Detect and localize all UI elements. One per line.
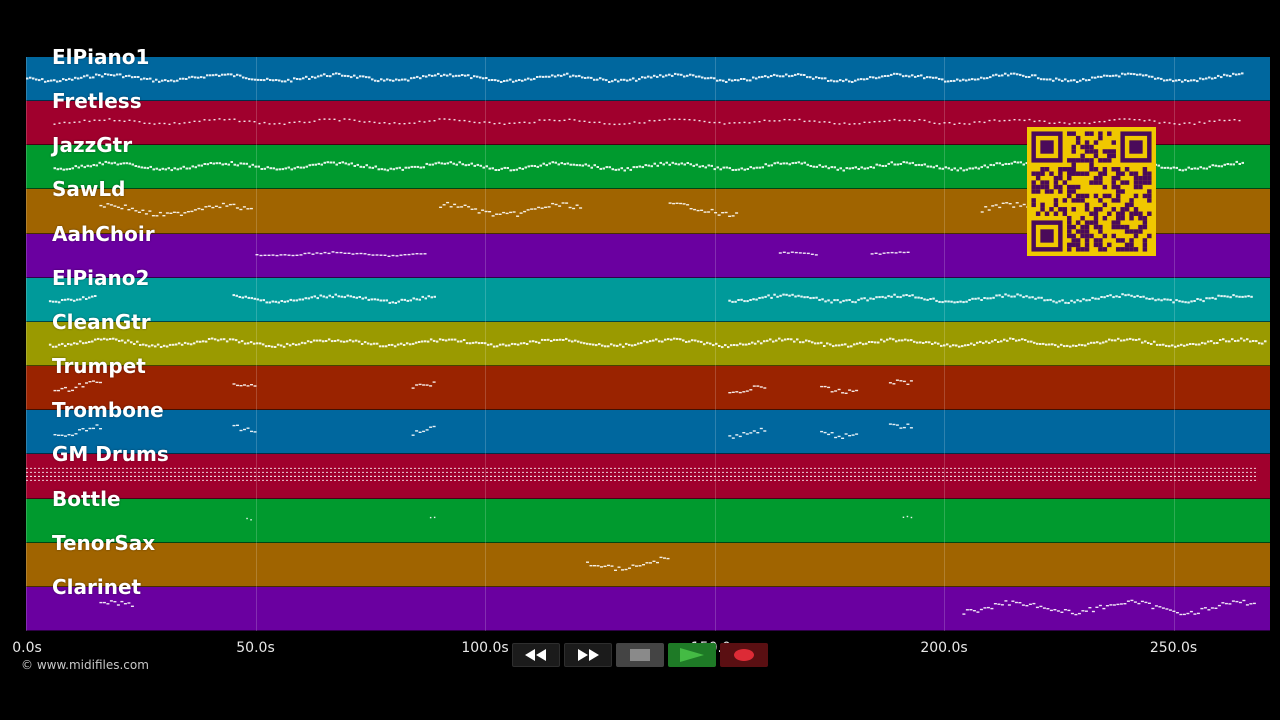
stop-icon (630, 649, 650, 661)
track-name: AahChoir (52, 221, 155, 246)
note-run (232, 383, 257, 387)
track-name: Clarinet (52, 574, 142, 599)
track-name: JazzGtr (52, 133, 133, 158)
rewind-button[interactable] (512, 643, 560, 667)
record-icon (734, 649, 754, 661)
note-run (902, 515, 913, 519)
stop-button[interactable] (616, 643, 664, 667)
note-run (26, 467, 1257, 481)
note-run (429, 516, 436, 519)
track-name: Trumpet (52, 354, 146, 379)
track-row[interactable]: CleanGtr (26, 312, 1270, 367)
transport-controls (512, 643, 768, 667)
record-button[interactable] (720, 643, 768, 667)
time-tick-label: 200.0s (920, 640, 968, 656)
track-name: ElPiano2 (52, 265, 150, 290)
note-run (962, 599, 1256, 616)
note-run (728, 385, 767, 394)
note-run (48, 337, 1267, 349)
note-run (411, 381, 436, 389)
note-run (586, 556, 670, 571)
note-run (232, 424, 257, 433)
note-run (820, 430, 859, 439)
track-name: GM Drums (52, 442, 169, 467)
note-run (728, 293, 1253, 304)
play-button[interactable] (668, 643, 716, 667)
note-run (99, 600, 134, 607)
note-run (48, 295, 97, 304)
note-run (888, 423, 913, 429)
grid-line (944, 57, 945, 631)
track-row[interactable]: Trombone (26, 400, 1270, 455)
time-tick-label: 0.0s (12, 640, 42, 656)
play-icon (680, 648, 704, 662)
note-run (246, 517, 252, 521)
time-tick-label: 50.0s (236, 640, 275, 656)
track-name: Trombone (52, 398, 164, 423)
note-run (53, 424, 102, 437)
note-run (255, 251, 427, 257)
note-run (888, 379, 913, 385)
track-row[interactable]: Bottle (26, 489, 1270, 543)
track-row[interactable]: Trumpet (26, 356, 1270, 411)
note-run (53, 118, 1241, 126)
note-run (53, 160, 1244, 172)
note-run (728, 427, 767, 439)
track-row[interactable]: ElPiano1 (26, 47, 1270, 102)
note-run (820, 385, 859, 394)
grid-line (1173, 57, 1175, 631)
note-run (439, 201, 583, 217)
rewind-icon (525, 649, 546, 661)
fast-forward-button[interactable] (564, 643, 612, 667)
fast-forward-icon (578, 649, 599, 661)
note-run (668, 202, 739, 217)
track-row[interactable]: Clarinet (26, 577, 1270, 631)
track-name: Bottle (52, 486, 121, 511)
note-run (411, 425, 436, 436)
note-run (778, 251, 818, 256)
track-name: CleanGtr (52, 309, 151, 334)
note-run (26, 72, 1244, 83)
time-tick-label: 250.0s (1149, 640, 1198, 656)
grid-line (26, 57, 27, 631)
copyright-text: © www.midifiles.com (21, 658, 149, 672)
note-run (99, 202, 253, 217)
track-row[interactable]: AahChoir (26, 224, 1270, 278)
track-name: SawLd (52, 177, 126, 202)
track-name: ElPiano1 (52, 45, 150, 69)
track-name: TenorSax (52, 530, 156, 555)
note-run (53, 380, 102, 392)
qr-code (1027, 127, 1156, 256)
note-run (870, 251, 910, 255)
note-run (232, 293, 436, 304)
track-name: Fretless (52, 89, 142, 114)
time-tick-label: 100.0s (461, 640, 509, 656)
track-row[interactable]: TenorSax (26, 533, 1270, 587)
